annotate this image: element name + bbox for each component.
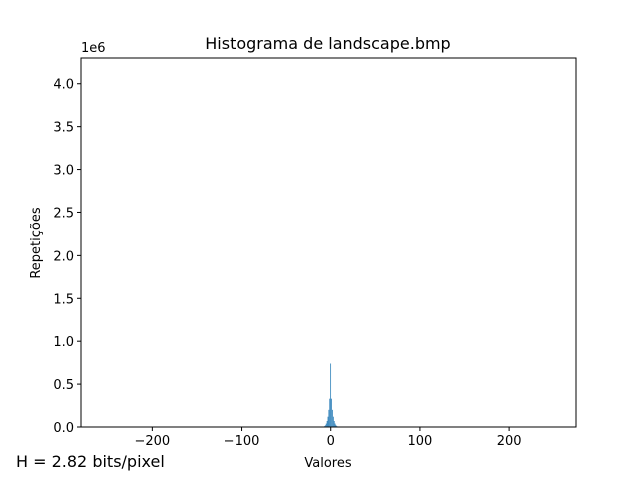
x-tick-label: 100 (408, 434, 433, 449)
histogram-bar (332, 416, 334, 427)
histogram-bar (328, 409, 330, 427)
histogram-bar (332, 409, 333, 427)
x-axis-label: Valores (304, 456, 351, 471)
y-tick-label: 2.5 (53, 206, 74, 221)
y-tick-label: 3.0 (53, 164, 74, 179)
histogram-bar (329, 398, 331, 427)
y-axis-ticks: 0.0 0.5 1.0 1.5 2.0 2.5 3.0 3.5 4.0 (53, 78, 81, 436)
chart-title: Histograma de landscape.bmp (205, 34, 450, 53)
histogram-bar (334, 423, 336, 427)
y-tick-label: 2.0 (53, 249, 74, 264)
histogram-bar (335, 425, 337, 427)
x-axis-ticks: −200 −100 0 100 200 (134, 427, 522, 449)
y-tick-label: 4.0 (53, 78, 74, 93)
y-tick-label: 0.5 (53, 378, 74, 393)
histogram-bar (324, 425, 326, 427)
x-tick-label: −200 (134, 434, 170, 449)
y-tick-label: 1.0 (53, 335, 74, 350)
x-tick-label: 0 (327, 434, 335, 449)
histogram-bar (333, 420, 335, 427)
y-offset-label: 1e6 (81, 41, 106, 56)
x-tick-label: −100 (224, 434, 260, 449)
plot-frame (80, 57, 577, 428)
histogram-bar (325, 423, 327, 427)
histogram-bar (330, 363, 332, 427)
plot-area (81, 58, 576, 427)
y-tick-label: 1.5 (53, 292, 74, 307)
y-tick-label: 0.0 (53, 421, 74, 436)
histogram-bar (326, 420, 328, 427)
histogram-bar (331, 398, 332, 427)
x-tick-label: 200 (497, 434, 522, 449)
histogram-bar (327, 416, 329, 427)
y-axis-label: Repetições (29, 207, 44, 279)
entropy-annotation: H = 2.82 bits/pixel (16, 452, 165, 471)
y-tick-label: 3.5 (53, 121, 74, 136)
